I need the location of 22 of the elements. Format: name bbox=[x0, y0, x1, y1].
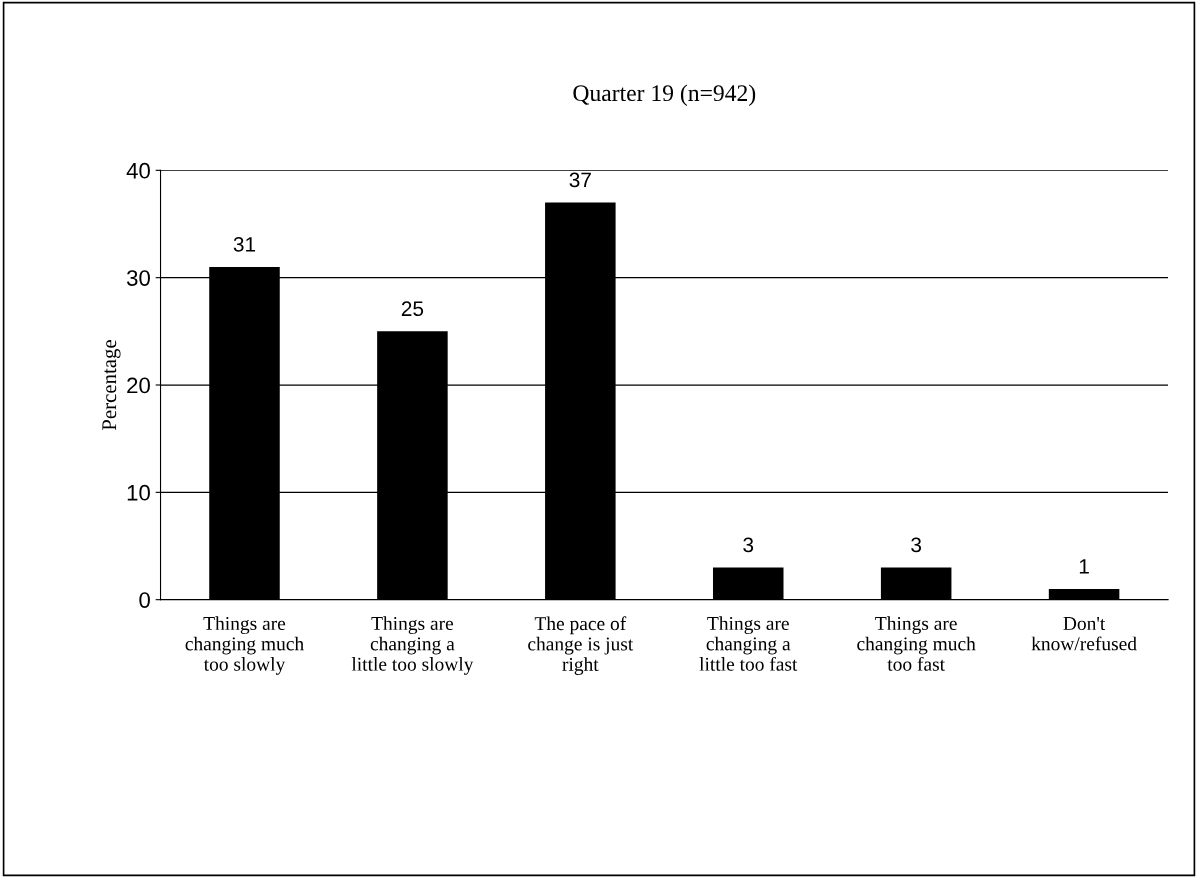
y-tick-label: 40 bbox=[126, 162, 150, 179]
data-label: 3 bbox=[911, 537, 922, 553]
x-tick-label: Don't know/refused bbox=[1031, 617, 1137, 651]
y-axis-title: Percentage bbox=[102, 340, 121, 431]
x-tick-label: Things are changing much too fast bbox=[857, 616, 976, 671]
data-label: 3 bbox=[743, 537, 754, 553]
y-tick-label: 30 bbox=[126, 270, 150, 286]
bar bbox=[1048, 588, 1120, 600]
y-tick-label: 0 bbox=[139, 592, 150, 608]
y-tick-label: 10 bbox=[127, 484, 150, 501]
data-label: 37 bbox=[569, 172, 591, 188]
x-tick-label: Things are changing a little too slowly bbox=[351, 616, 474, 675]
data-label: 31 bbox=[233, 236, 256, 252]
x-tick-label: Things are changing much too slowly bbox=[185, 616, 304, 675]
bar bbox=[880, 567, 952, 600]
chart-title: Quarter 19 (n=942) bbox=[573, 84, 756, 106]
x-tick-label: Things are changing a little too fast bbox=[699, 616, 798, 671]
x-tick-label: The pace of change is just right bbox=[528, 616, 634, 675]
bar bbox=[712, 567, 784, 600]
y-tick-label: 20 bbox=[127, 377, 150, 394]
data-label: 1 bbox=[1079, 559, 1089, 574]
data-label: 25 bbox=[401, 301, 424, 317]
